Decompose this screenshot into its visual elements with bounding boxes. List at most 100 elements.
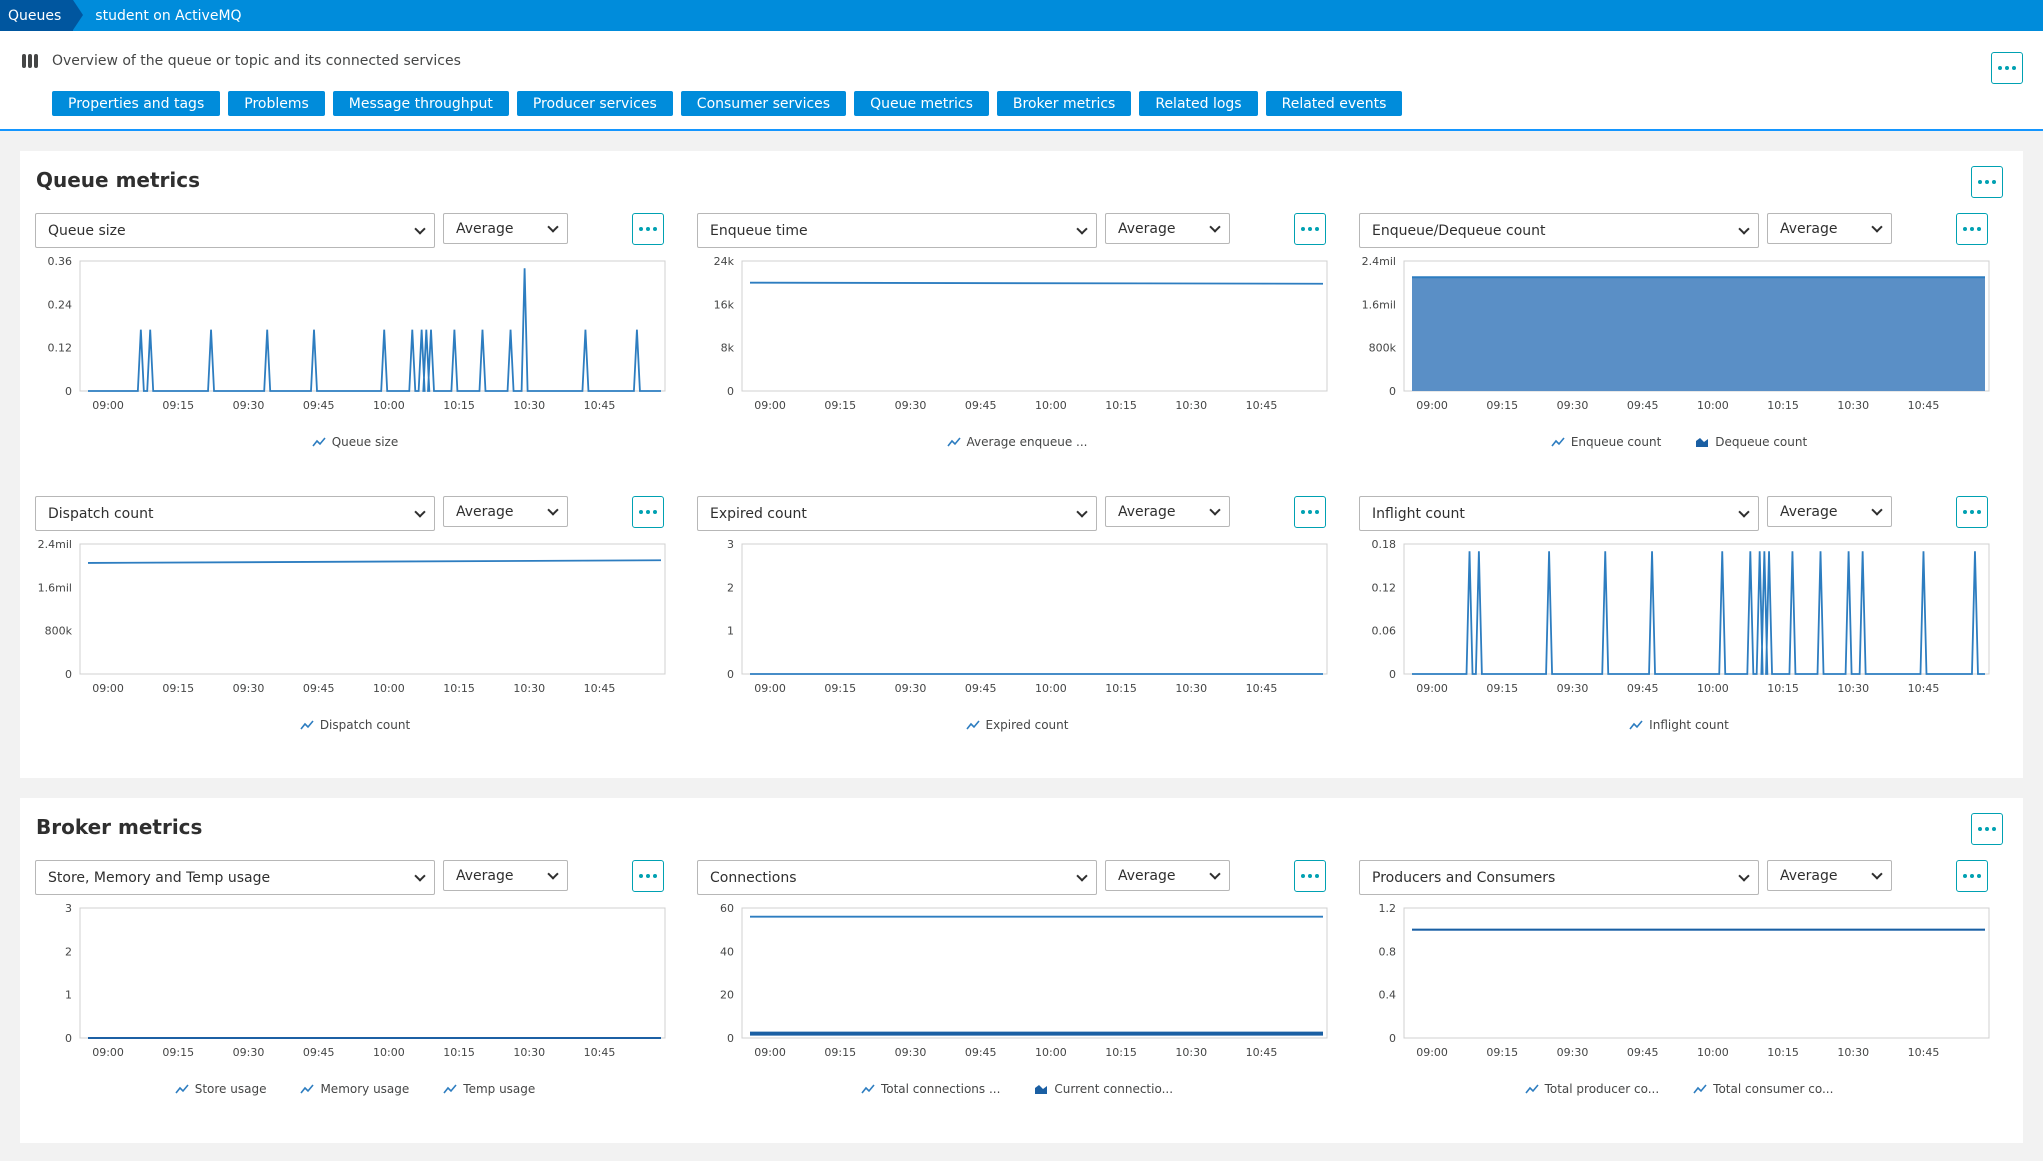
metric-select[interactable]: Inflight count [1359, 496, 1759, 531]
x-tick-label: 10:00 [1035, 1046, 1067, 1059]
x-tick-label: 10:45 [1908, 399, 1940, 412]
nav-button-related-logs[interactable]: Related logs [1139, 91, 1258, 116]
chart-tile-dispatch-count: Dispatch count Average 2.4mil 1.6mil 800k 0 09… [35, 496, 675, 756]
breadcrumb-queues[interactable]: Queues [0, 0, 84, 31]
nav-button-queue-metrics[interactable]: Queue metrics [854, 91, 989, 116]
legend-item[interactable]: Current connectio... [1034, 1082, 1173, 1096]
aggregation-select[interactable]: Average [443, 496, 568, 527]
x-tick-label: 09:30 [895, 682, 927, 695]
tile-more-button[interactable] [632, 860, 664, 892]
nav-button-problems[interactable]: Problems [228, 91, 325, 116]
legend-item[interactable]: Total connections ... [861, 1082, 1000, 1096]
y-tick-label: 0 [727, 1032, 734, 1045]
aggregation-select[interactable]: Average [1767, 496, 1892, 527]
x-tick-label: 10:00 [1697, 399, 1729, 412]
chart-legend: Average enqueue ... [697, 435, 1337, 449]
legend-item[interactable]: Enqueue count [1551, 435, 1661, 449]
tile-more-button[interactable] [1956, 860, 1988, 892]
chevron-down-icon [414, 506, 426, 518]
tile-more-button[interactable] [1294, 860, 1326, 892]
y-tick-label: 1.6mil [38, 581, 72, 594]
nav-button-consumer-services[interactable]: Consumer services [680, 91, 847, 116]
panel-more-button[interactable] [1971, 166, 2003, 198]
nav-button-message-throughput[interactable]: Message throughput [332, 91, 509, 116]
y-tick-label: 2.4mil [38, 538, 72, 551]
line-chart-icon [443, 1084, 457, 1094]
legend-item[interactable]: Total consumer co... [1693, 1082, 1833, 1096]
x-tick-label: 09:30 [1557, 399, 1589, 412]
tile-more-button[interactable] [632, 496, 664, 528]
legend-label: Total connections ... [880, 1082, 1001, 1096]
aggregation-select[interactable]: Average [1105, 496, 1230, 527]
metric-select[interactable]: Expired count [697, 496, 1097, 531]
x-tick-label: 10:30 [513, 399, 545, 412]
tile-more-button[interactable] [1294, 496, 1326, 528]
x-tick-label: 10:30 [1175, 682, 1207, 695]
x-tick-label: 09:45 [965, 682, 997, 695]
tile-more-button[interactable] [632, 213, 664, 245]
metric-select[interactable]: Store, Memory and Temp usage [35, 860, 435, 895]
legend-item[interactable]: Memory usage [300, 1082, 409, 1096]
metric-select[interactable]: Queue size [35, 213, 435, 248]
legend-item[interactable]: Store usage [175, 1082, 266, 1096]
aggregation-select[interactable]: Average [1767, 213, 1892, 244]
metric-select-label: Store, Memory and Temp usage [48, 869, 271, 886]
aggregation-select[interactable]: Average [443, 860, 568, 891]
tile-more-button[interactable] [1956, 213, 1988, 245]
aggregation-select[interactable]: Average [1105, 213, 1230, 244]
legend-label: Dispatch count [319, 718, 411, 732]
tile-more-button[interactable] [1294, 213, 1326, 245]
x-tick-label: 10:30 [513, 1046, 545, 1059]
legend-item[interactable]: Dequeue count [1695, 435, 1807, 449]
chevron-down-icon [547, 504, 559, 516]
chevron-down-icon [414, 870, 426, 882]
legend-item[interactable]: Dispatch count [300, 718, 410, 732]
x-tick-label: 09:45 [965, 1046, 997, 1059]
metric-select-label: Enqueue/Dequeue count [1372, 222, 1546, 239]
chevron-down-icon [1871, 221, 1883, 233]
nav-button-producer-services[interactable]: Producer services [516, 91, 673, 116]
nav-button-broker-metrics[interactable]: Broker metrics [996, 91, 1132, 116]
aggregation-select[interactable]: Average [443, 213, 568, 244]
x-tick-label: 09:00 [754, 399, 786, 412]
panel-more-button[interactable] [1971, 813, 2003, 845]
aggregation-select[interactable]: Average [1767, 860, 1892, 891]
x-tick-label: 10:15 [1105, 1046, 1137, 1059]
chart-area: 24k 16k 8k 0 09:00 09:15 09:30 09:45 10:00 10:15 1… [697, 255, 1337, 412]
metric-select-label: Connections [710, 869, 797, 886]
x-tick-label: 09:30 [233, 1046, 265, 1059]
chevron-down-icon [1871, 868, 1883, 880]
y-tick-label: 3 [65, 902, 72, 915]
legend-item[interactable]: Inflight count [1629, 718, 1729, 732]
line-chart-icon [946, 437, 961, 447]
metric-select[interactable]: Enqueue/Dequeue count [1359, 213, 1759, 248]
metric-select[interactable]: Connections [697, 860, 1097, 895]
x-tick-label: 09:15 [1486, 682, 1518, 695]
legend-item[interactable]: Average enqueue ... [946, 435, 1087, 449]
metric-select[interactable]: Producers and Consumers [1359, 860, 1759, 895]
y-tick-label: 1 [65, 989, 72, 1002]
chart-svg: 3 2 1 0 09:00 09:15 09:30 09:45 10:00 10:15 10:30 1… [65, 902, 666, 1059]
nav-button-properties-and-tags[interactable]: Properties and tags [52, 91, 221, 116]
aggregation-select[interactable]: Average [1105, 860, 1230, 891]
chart-area: 2.4mil 1.6mil 800k 0 09:00 09:15 09:30 09:45 10:… [35, 538, 675, 695]
legend-item[interactable]: Total producer co... [1524, 1082, 1659, 1096]
legend-item[interactable]: Queue size [312, 435, 398, 449]
x-tick-label: 10:45 [584, 1046, 616, 1059]
legend-item[interactable]: Temp usage [443, 1082, 535, 1096]
nav-button-related-events[interactable]: Related events [1265, 91, 1403, 116]
metric-select[interactable]: Enqueue time [697, 213, 1097, 248]
tile-more-button[interactable] [1956, 496, 1988, 528]
chart-area: 0.18 0.12 0.06 0 09:00 09:15 09:30 09:45 10:00 10… [1359, 538, 1999, 695]
metric-select-label: Producers and Consumers [1372, 869, 1556, 886]
legend-item[interactable]: Expired count [965, 718, 1068, 732]
overview-more-button[interactable] [1991, 52, 2023, 84]
line-chart-icon [1551, 437, 1565, 447]
y-tick-label: 20 [720, 989, 734, 1002]
line-chart-icon [312, 437, 326, 447]
x-tick-label: 10:30 [1837, 1046, 1869, 1059]
chart-tile-queue-size: Queue size Average 0.36 0.24 0.12 0 09:00 09:15… [35, 213, 675, 473]
chart-legend: Store usage Memory usage Temp usage [35, 1082, 675, 1096]
metric-select[interactable]: Dispatch count [35, 496, 435, 531]
chart-area: 2.4mil 1.6mil 800k 0 09:00 09:15 09:30 09:45 10:… [1359, 255, 1999, 412]
